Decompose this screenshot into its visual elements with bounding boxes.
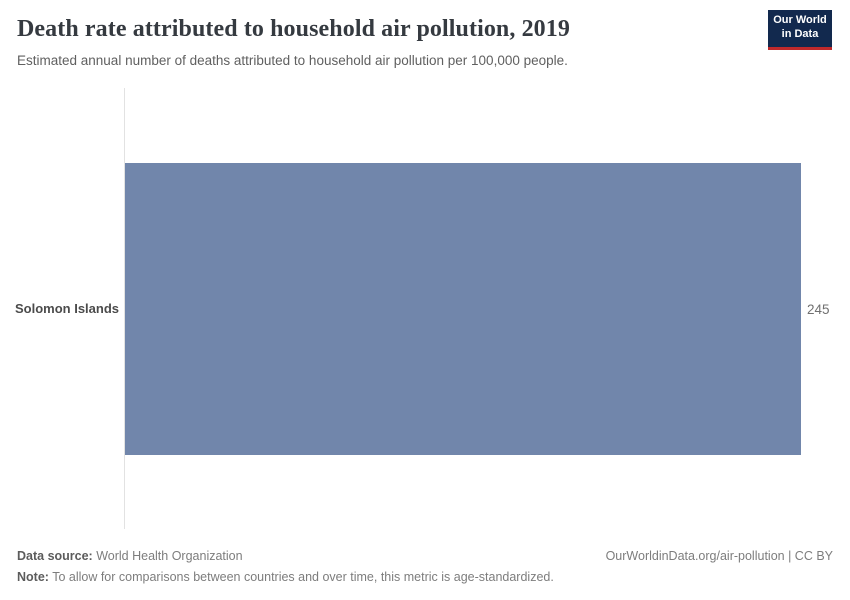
bar[interactable]: [125, 163, 801, 455]
datasource-label: Data source:: [17, 549, 93, 563]
bar-track: 245: [125, 163, 830, 455]
datasource-line: Data source: World Health Organization: [17, 548, 243, 564]
y-axis-line: [124, 88, 125, 529]
note-line: Note: To allow for comparisons between c…: [17, 570, 554, 584]
owid-logo[interactable]: Our World in Data: [768, 10, 832, 50]
attribution: OurWorldinData.org/air-pollution | CC BY: [605, 549, 833, 563]
entity-label: Solomon Islands: [14, 301, 119, 316]
page-title: Death rate attributed to household air p…: [17, 16, 570, 42]
footer: Data source: World Health Organization O…: [17, 548, 833, 585]
owid-logo-line1: Our World: [773, 14, 827, 26]
page-subtitle: Estimated annual number of deaths attrib…: [17, 53, 568, 68]
value-label: 245: [807, 301, 830, 317]
note-label: Note:: [17, 570, 49, 584]
owid-logo-line2: in Data: [781, 27, 819, 40]
datasource-value: World Health Organization: [92, 549, 243, 563]
note-value: To allow for comparisons between countri…: [48, 570, 554, 584]
